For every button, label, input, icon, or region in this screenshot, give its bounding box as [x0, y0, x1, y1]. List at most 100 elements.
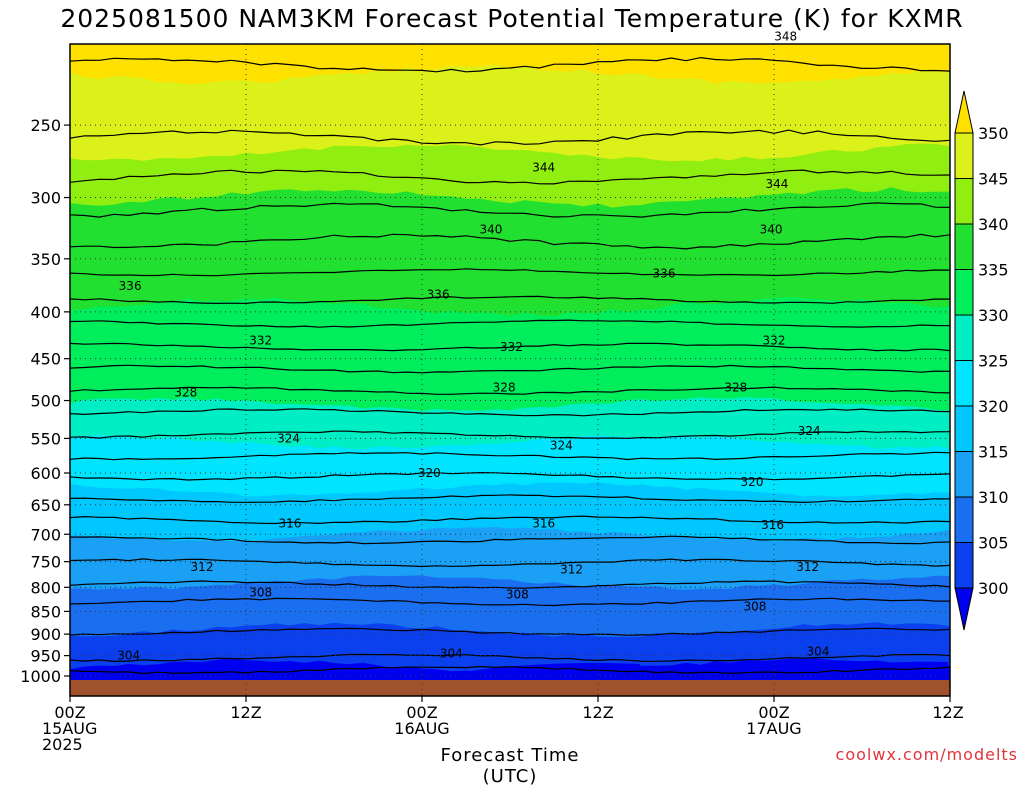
- x-tick-label: 15AUG: [42, 719, 97, 738]
- colorbar-label: 325: [978, 352, 1009, 371]
- contour-label: 304: [117, 649, 140, 663]
- contour-label: 320: [741, 475, 764, 489]
- y-tick-label: 700: [30, 525, 61, 544]
- contour-304: [70, 653, 950, 663]
- colorbar-segment-305: [954, 496, 974, 543]
- color-bands: [70, 44, 950, 696]
- colorbar-label: 340: [978, 215, 1009, 234]
- contour-label: 308: [249, 585, 272, 599]
- contour-label: 312: [191, 560, 214, 574]
- contour-label: 308: [506, 588, 529, 602]
- y-tick-label: 550: [30, 429, 61, 448]
- y-tick-label: 950: [30, 647, 61, 666]
- x-tick-label: 12Z: [582, 703, 613, 722]
- colorbar-segment-310: [954, 451, 974, 498]
- colorbar-label: 350: [978, 124, 1009, 143]
- contour-label: 332: [249, 334, 272, 348]
- x-tick-label: 17AUG: [746, 719, 801, 738]
- contour-label: 324: [550, 439, 573, 453]
- colorbar-bottom-arrow: [954, 587, 974, 631]
- contour-label: 324: [798, 424, 821, 438]
- colorbar-segment-315: [954, 405, 974, 452]
- contour-label: 336: [653, 266, 676, 280]
- colorbar-segment-300: [954, 542, 974, 589]
- colorbar-label: 320: [978, 397, 1009, 416]
- contour-338: [70, 268, 950, 277]
- colorbar-label: 305: [978, 534, 1009, 553]
- y-tick-label: 300: [30, 189, 61, 208]
- contour-label: 316: [279, 516, 302, 530]
- contour-350: [70, 0, 950, 2]
- contour-label: 324: [277, 431, 300, 445]
- contour-label: 348: [774, 29, 797, 43]
- y-tick-label: 850: [30, 602, 61, 621]
- contour-label: 332: [500, 340, 523, 354]
- contour-314: [70, 535, 950, 545]
- x-axis-label: Forecast Time (UTC): [440, 745, 580, 787]
- contour-label: 320: [418, 466, 441, 480]
- contour-316: [70, 515, 950, 525]
- colorbar: 300 305 310 315 320 325 330 335 340 345 350: [954, 90, 1009, 631]
- contour-label: 336: [427, 288, 450, 302]
- contour-340: [70, 233, 950, 250]
- contour-label: 304: [807, 644, 830, 658]
- credit-link[interactable]: coolwx.com/modelts: [835, 745, 1018, 764]
- contour-label: 340: [760, 222, 783, 236]
- x-tick-label: 16AUG: [394, 719, 449, 738]
- contour-label: 308: [743, 600, 766, 614]
- contour-lines: [70, 0, 950, 675]
- contour-label: 316: [532, 516, 555, 530]
- contour-label: 316: [761, 518, 784, 532]
- y-tick-label: 250: [30, 116, 61, 135]
- y-tick-label: 350: [30, 250, 61, 269]
- y-tick-label: 650: [30, 496, 61, 515]
- contour-label: 344: [765, 177, 788, 191]
- colorbar-label: 345: [978, 170, 1009, 189]
- contour-324: [70, 430, 950, 440]
- colorbar-segment-330: [954, 269, 974, 316]
- contour-label: 328: [724, 381, 747, 395]
- contour-330: [70, 364, 950, 374]
- y-tick-label: 900: [30, 625, 61, 644]
- plot-frame: [69, 43, 951, 697]
- contour-label: 328: [493, 381, 516, 395]
- chart-title: 2025081500 NAM3KM Forecast Potential Tem…: [60, 4, 964, 33]
- colorbar-label: 335: [978, 261, 1009, 280]
- x-tick-label: 12Z: [230, 703, 261, 722]
- colorbar-top-arrow: [954, 90, 974, 134]
- contour-label: 336: [119, 279, 142, 293]
- y-tick-label: 500: [30, 392, 61, 411]
- y-tick-label: 800: [30, 578, 61, 597]
- colorbar-label: 315: [978, 443, 1009, 462]
- contour-labels: 348 348 344 344 340 340 336 336 336 332 332 332 328 3…: [117, 0, 830, 663]
- contour-318: [70, 494, 950, 504]
- colorbar-segment-325: [954, 314, 974, 361]
- contour-312: [70, 558, 950, 568]
- contour-label: 312: [796, 560, 819, 574]
- contour-336: [70, 295, 950, 305]
- contour-306: [70, 627, 950, 636]
- x-tick-label: 2025: [42, 735, 83, 754]
- chart-svg: 348 348 344 344 340 340 336 336 336 332 332 332 328 3…: [20, 0, 1009, 754]
- contour-label: 340: [479, 222, 502, 236]
- y-tick-label: 750: [30, 553, 61, 572]
- y-tick-label: 450: [30, 350, 61, 369]
- contour-332: [70, 342, 950, 352]
- contour-label: 304: [440, 647, 463, 661]
- contour-344: [70, 169, 950, 185]
- x-tick-label: 00Z: [406, 703, 437, 722]
- contour-label: 328: [174, 386, 197, 400]
- contour-308: [70, 597, 950, 607]
- contour-348: [70, 56, 950, 73]
- contour-label: 344: [532, 160, 555, 174]
- contour-label: 312: [560, 563, 583, 577]
- y-tick-label: 1000: [20, 667, 61, 686]
- x-tick-label: 00Z: [758, 703, 789, 722]
- y-tick-label: 600: [30, 464, 61, 483]
- colorbar-label: 310: [978, 488, 1009, 507]
- ground-bar: [70, 680, 950, 696]
- contour-342: [70, 202, 950, 218]
- contour-label: 348: [213, 0, 236, 2]
